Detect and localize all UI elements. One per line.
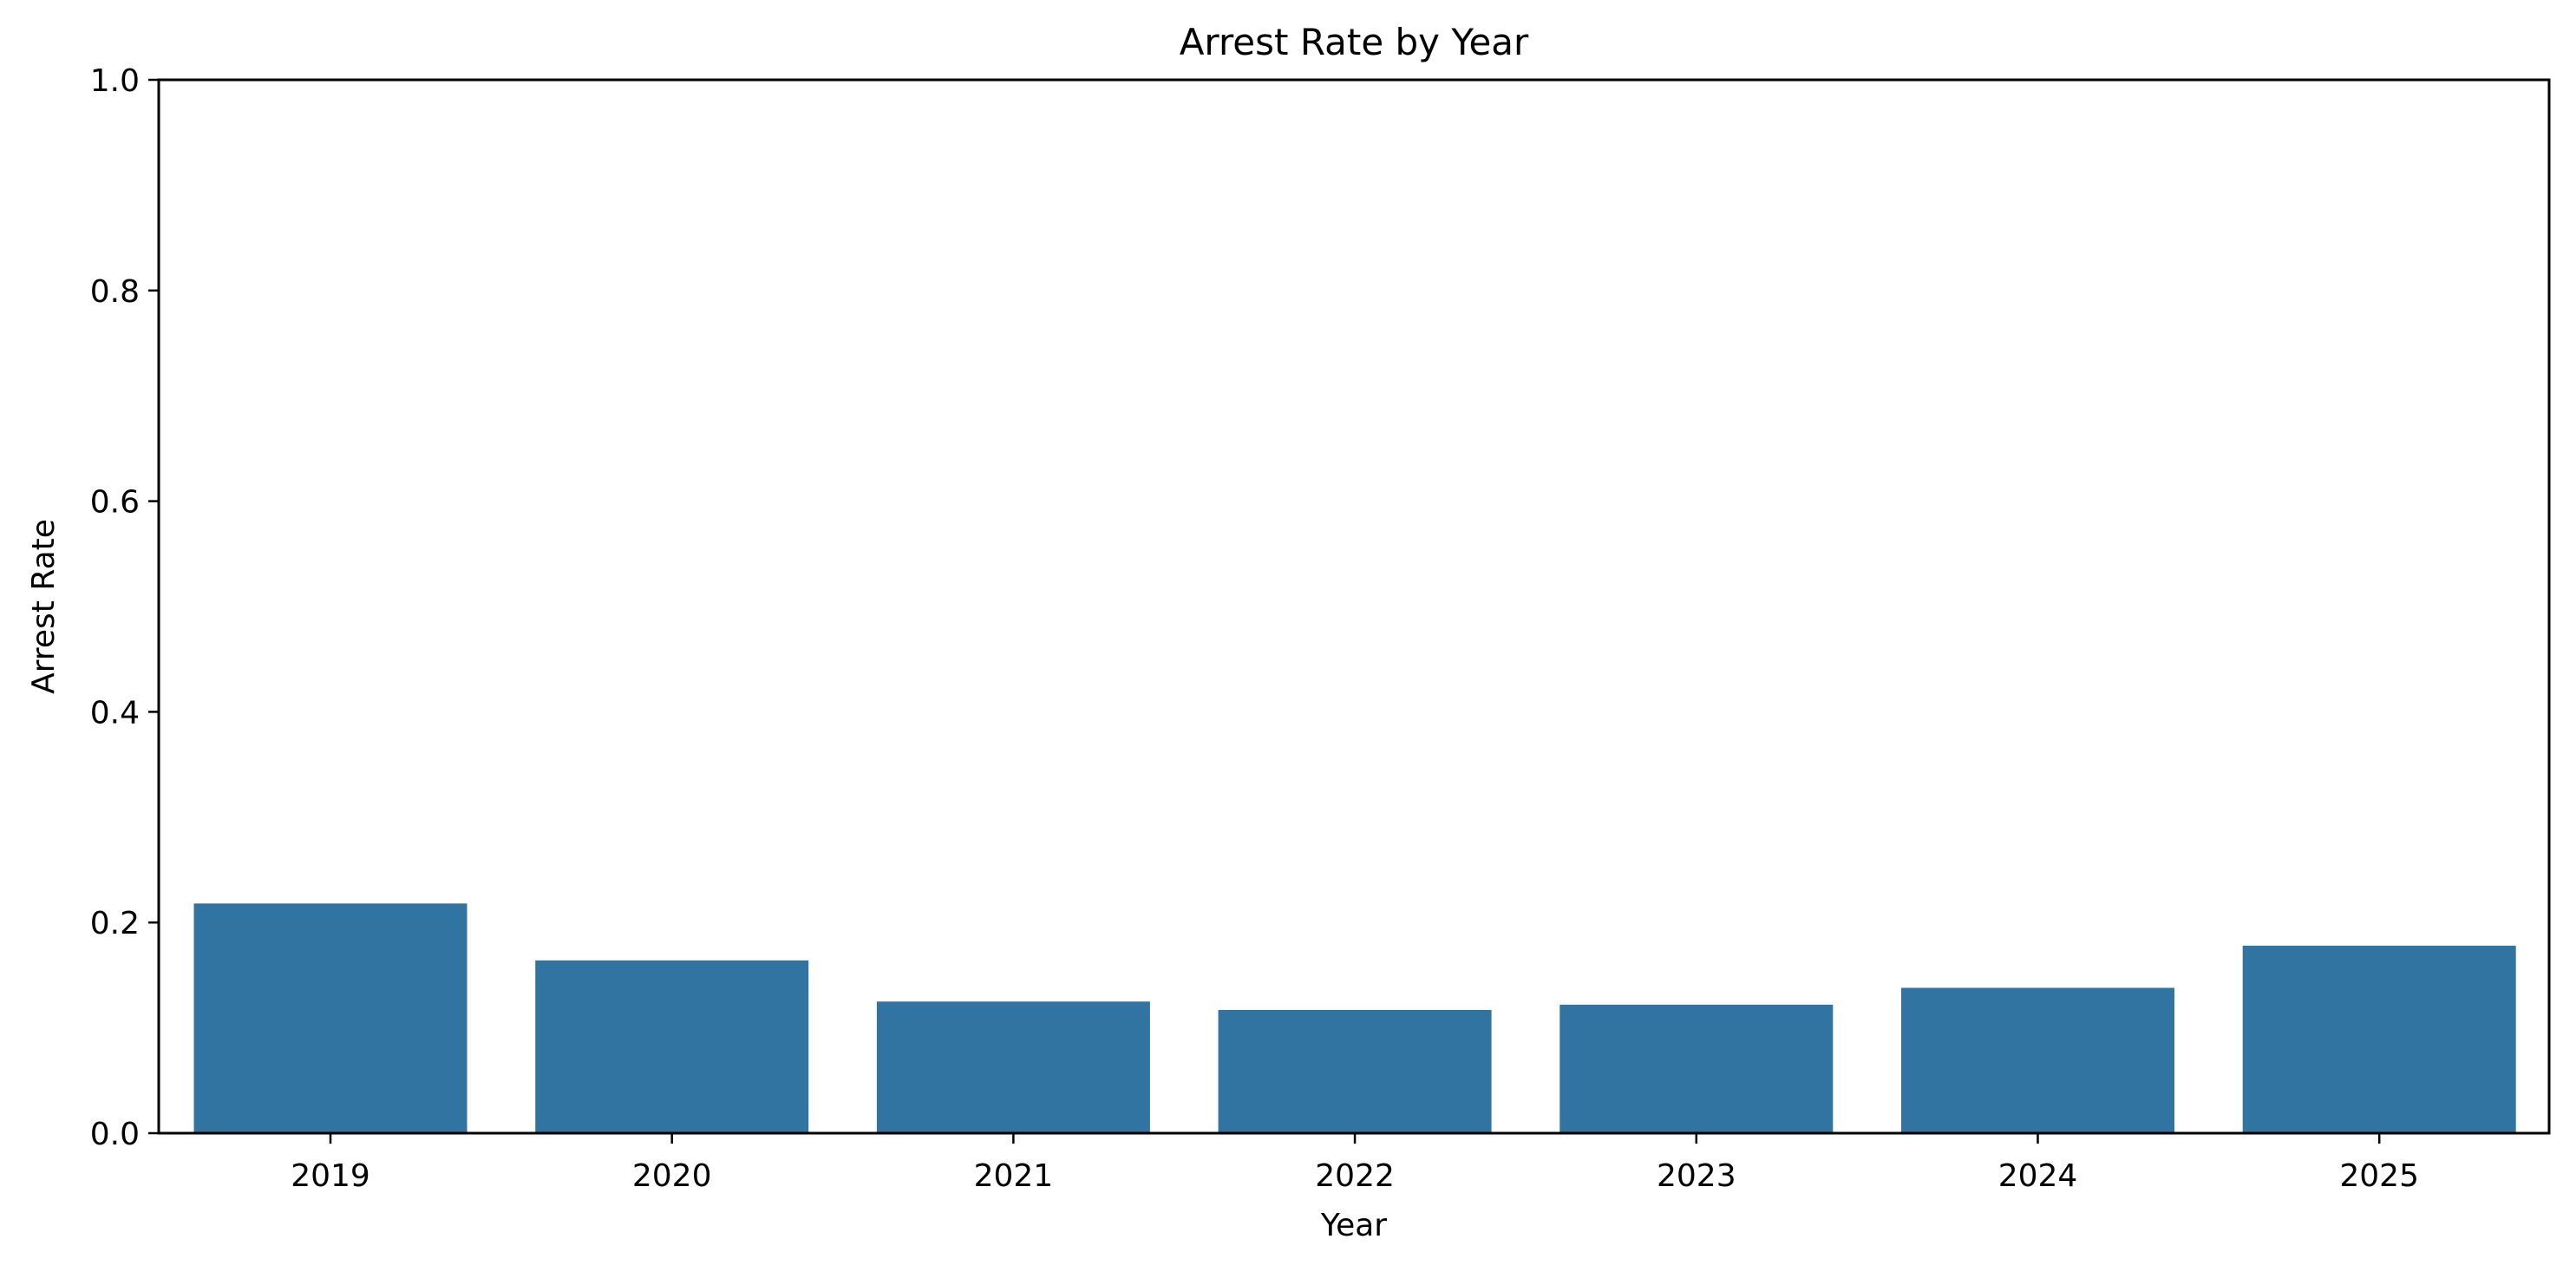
y-tick-label-0.2: 0.2: [90, 906, 140, 941]
bar-2020: [535, 960, 809, 1133]
chart-title: Arrest Rate by Year: [1180, 21, 1529, 63]
x-tick-label-2025: 2025: [2339, 1158, 2419, 1194]
bar-2025: [2242, 945, 2516, 1133]
y-tick-label-0.8: 0.8: [90, 274, 140, 310]
bar-2023: [1559, 1004, 1834, 1133]
x-axis-label: Year: [1320, 1208, 1387, 1243]
y-tick-label-0.0: 0.0: [90, 1117, 140, 1152]
x-tick-label-2021: 2021: [974, 1158, 1054, 1194]
x-axis-ticks: 2019 2020 2021 2022 2023 2024 2025: [291, 1133, 2419, 1194]
bar-2019: [193, 903, 467, 1133]
y-tick-label-0.6: 0.6: [90, 485, 140, 521]
x-tick-label-2022: 2022: [1315, 1158, 1395, 1194]
y-tick-label-0.4: 0.4: [90, 695, 140, 731]
bar-2022: [1218, 1010, 1492, 1133]
y-axis-label: Arrest Rate: [26, 519, 62, 694]
x-tick-label-2019: 2019: [291, 1158, 370, 1194]
y-tick-label-1.0: 1.0: [90, 63, 140, 99]
bar-2024: [1901, 987, 2174, 1133]
x-tick-label-2020: 2020: [632, 1158, 712, 1194]
y-axis-ticks: 0.0 0.2 0.4 0.6 0.8 1.0: [90, 63, 159, 1152]
bars-layer: [193, 903, 2516, 1134]
plot-frame: [157, 78, 2551, 1135]
x-tick-label-2023: 2023: [1657, 1158, 1736, 1194]
x-tick-label-2024: 2024: [1998, 1158, 2078, 1194]
bar-2021: [876, 1001, 1150, 1134]
